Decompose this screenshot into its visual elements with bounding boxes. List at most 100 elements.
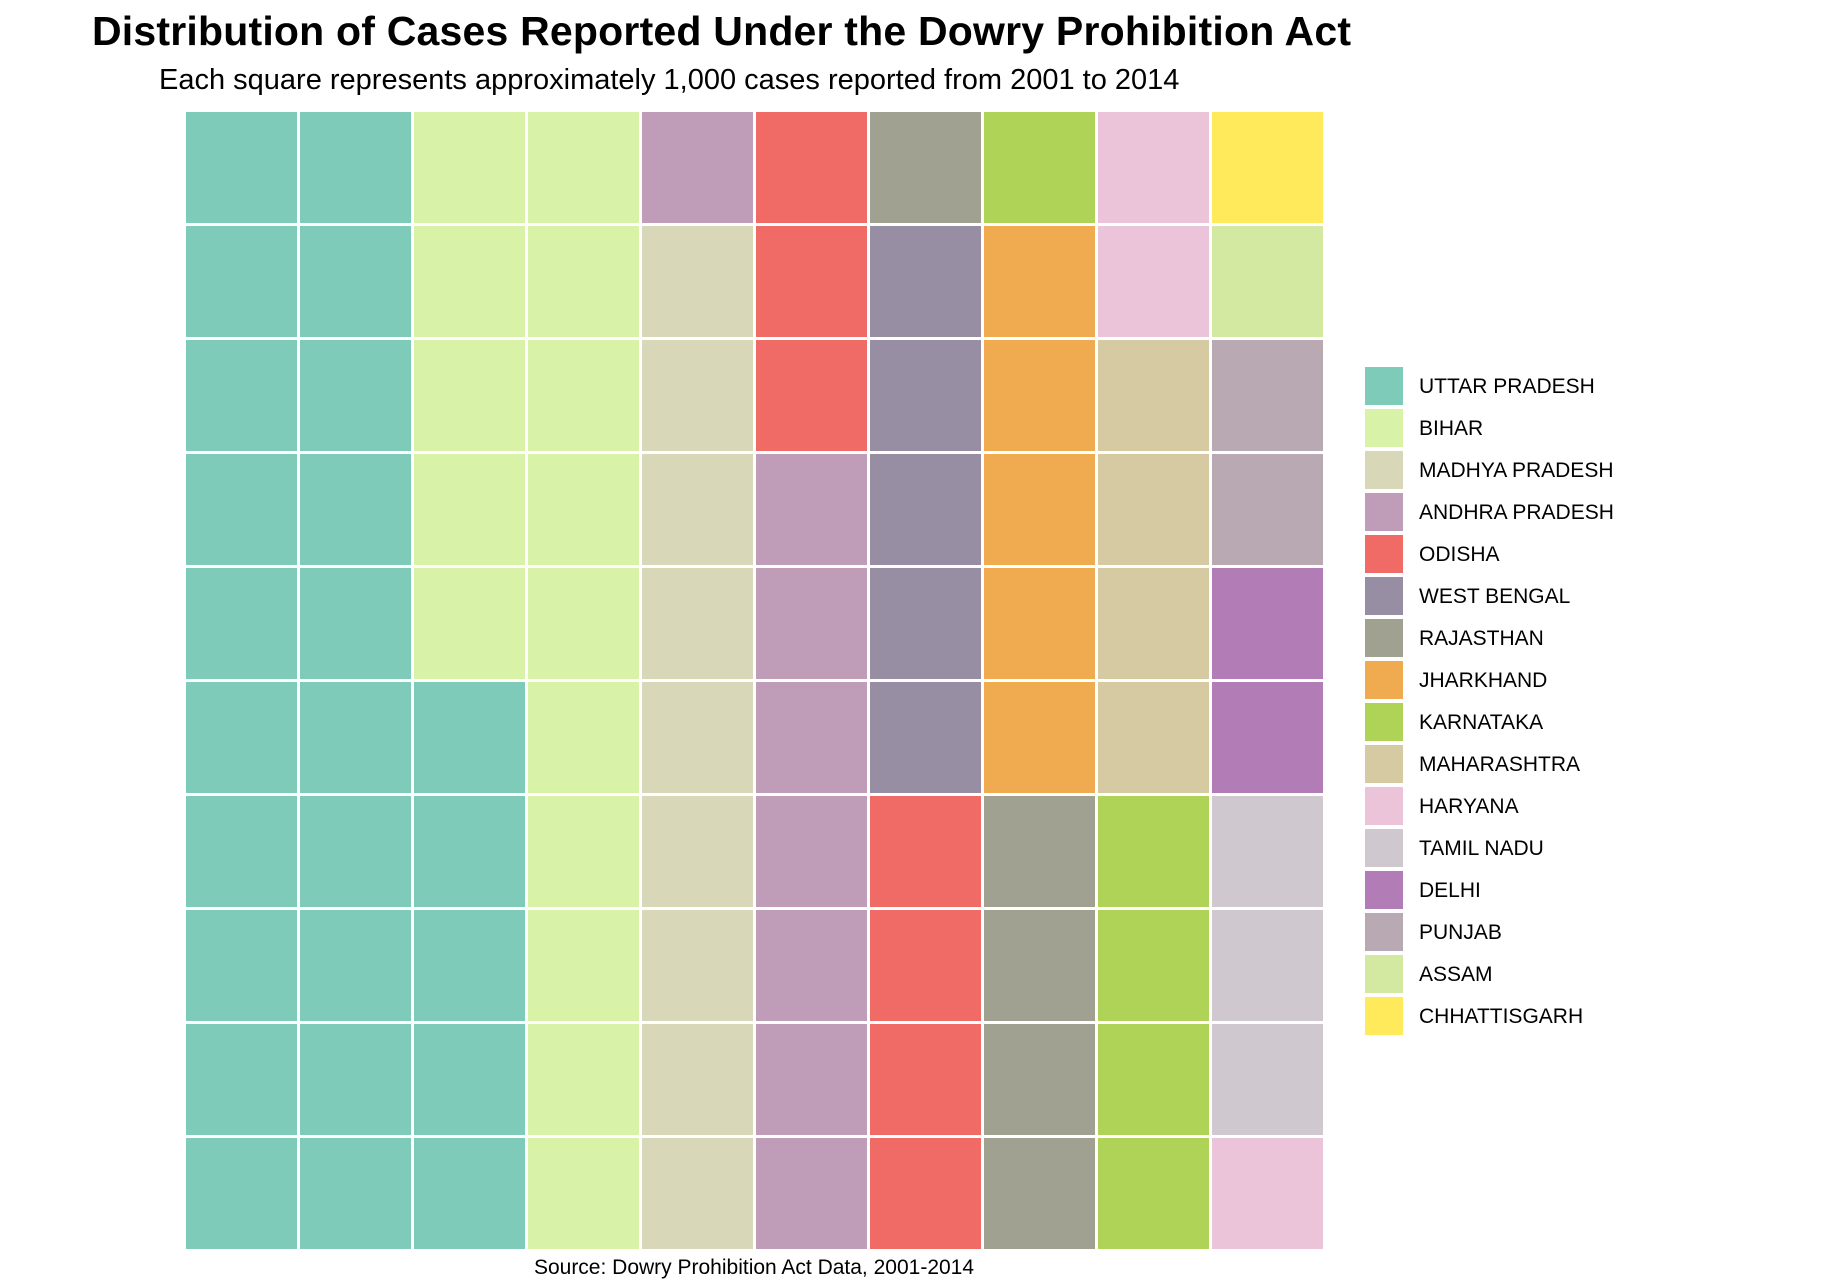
waffle-square-rajasthan: RAJASTHAN [984, 1138, 1095, 1249]
waffle-square-west-bengal: WEST BENGAL [870, 340, 981, 451]
waffle-square-uttar-pradesh: UTTAR PRADESH [186, 454, 297, 565]
waffle-square-delhi: DELHI [1212, 682, 1323, 793]
waffle-square-jharkhand: JHARKHAND [984, 340, 1095, 451]
legend-swatch [1365, 913, 1403, 951]
waffle-square-bihar: BIHAR [414, 112, 525, 223]
waffle-square-bihar: BIHAR [528, 910, 639, 1021]
waffle-square-odisha: ODISHA [756, 340, 867, 451]
waffle-square-uttar-pradesh: UTTAR PRADESH [300, 226, 411, 337]
waffle-square-west-bengal: WEST BENGAL [870, 682, 981, 793]
legend-label: WEST BENGAL [1419, 585, 1571, 608]
waffle-square-madhya-pradesh: MADHYA PRADESH [642, 340, 753, 451]
waffle-square-uttar-pradesh: UTTAR PRADESH [414, 910, 525, 1021]
waffle-square-bihar: BIHAR [528, 112, 639, 223]
waffle-square-west-bengal: WEST BENGAL [870, 454, 981, 565]
waffle-square-madhya-pradesh: MADHYA PRADESH [642, 454, 753, 565]
legend-swatch [1365, 703, 1403, 741]
waffle-square-bihar: BIHAR [528, 226, 639, 337]
waffle-square-uttar-pradesh: UTTAR PRADESH [186, 340, 297, 451]
legend-item: TAMIL NADU [1365, 828, 1665, 870]
waffle-square-odisha: ODISHA [870, 1138, 981, 1249]
legend-item: MADHYA PRADESH [1365, 450, 1665, 492]
waffle-square-bihar: BIHAR [414, 454, 525, 565]
waffle-square-delhi: DELHI [1212, 568, 1323, 679]
waffle-square-andhra-pradesh: ANDHRA PRADESH [756, 796, 867, 907]
waffle-square-tamil-nadu: TAMIL NADU [1212, 796, 1323, 907]
legend-swatch [1365, 829, 1403, 867]
legend-label: DELHI [1419, 879, 1481, 902]
waffle-square-jharkhand: JHARKHAND [984, 568, 1095, 679]
legend-item: PUNJAB [1365, 912, 1665, 954]
waffle-square-maharashtra: MAHARASHTRA [1098, 682, 1209, 793]
legend-item: WEST BENGAL [1365, 576, 1665, 618]
legend-label: KARNATAKA [1419, 711, 1544, 734]
waffle-square-uttar-pradesh: UTTAR PRADESH [300, 454, 411, 565]
waffle-square-madhya-pradesh: MADHYA PRADESH [642, 682, 753, 793]
chart-subtitle: Each square represents approximately 1,0… [159, 64, 1180, 96]
waffle-square-rajasthan: RAJASTHAN [984, 1024, 1095, 1135]
waffle-square-bihar: BIHAR [414, 568, 525, 679]
waffle-square-maharashtra: MAHARASHTRA [1098, 340, 1209, 451]
legend-label: ODISHA [1419, 543, 1500, 566]
waffle-square-bihar: BIHAR [414, 226, 525, 337]
legend-label: RAJASTHAN [1419, 627, 1544, 650]
waffle-square-jharkhand: JHARKHAND [984, 226, 1095, 337]
waffle-square-rajasthan: RAJASTHAN [984, 910, 1095, 1021]
waffle-square-punjab: PUNJAB [1212, 454, 1323, 565]
legend-label: CHHATTISGARH [1419, 1005, 1584, 1028]
waffle-square-uttar-pradesh: UTTAR PRADESH [300, 1138, 411, 1249]
waffle-square-uttar-pradesh: UTTAR PRADESH [186, 910, 297, 1021]
waffle-square-tamil-nadu: TAMIL NADU [1212, 1024, 1323, 1135]
waffle-square-uttar-pradesh: UTTAR PRADESH [186, 1024, 297, 1135]
legend-swatch [1365, 577, 1403, 615]
legend-swatch [1365, 661, 1403, 699]
legend-swatch [1365, 619, 1403, 657]
waffle-square-uttar-pradesh: UTTAR PRADESH [186, 226, 297, 337]
waffle-square-uttar-pradesh: UTTAR PRADESH [300, 1024, 411, 1135]
waffle-square-odisha: ODISHA [756, 112, 867, 223]
waffle-square-punjab: PUNJAB [1212, 340, 1323, 451]
waffle-square-odisha: ODISHA [870, 1024, 981, 1135]
waffle-square-karnataka: KARNATAKA [984, 112, 1095, 223]
legend-item: ASSAM [1365, 954, 1665, 996]
waffle-square-uttar-pradesh: UTTAR PRADESH [186, 568, 297, 679]
waffle-square-bihar: BIHAR [528, 568, 639, 679]
legend-label: ASSAM [1419, 963, 1493, 986]
waffle-square-uttar-pradesh: UTTAR PRADESH [300, 796, 411, 907]
legend-label: HARYANA [1419, 795, 1519, 818]
chart-caption: Source: Dowry Prohibition Act Data, 2001… [533, 1256, 975, 1279]
waffle-square-bihar: BIHAR [528, 796, 639, 907]
waffle-square-uttar-pradesh: UTTAR PRADESH [414, 682, 525, 793]
waffle-square-karnataka: KARNATAKA [1098, 910, 1209, 1021]
waffle-square-madhya-pradesh: MADHYA PRADESH [642, 1138, 753, 1249]
waffle-square-uttar-pradesh: UTTAR PRADESH [186, 682, 297, 793]
waffle-square-uttar-pradesh: UTTAR PRADESH [414, 796, 525, 907]
legend-swatch [1365, 871, 1403, 909]
waffle-square-chhattisgarh: CHHATTISGARH [1212, 112, 1323, 223]
waffle-square-odisha: ODISHA [756, 226, 867, 337]
legend-swatch [1365, 955, 1403, 993]
waffle-square-uttar-pradesh: UTTAR PRADESH [300, 910, 411, 1021]
waffle-square-west-bengal: WEST BENGAL [870, 568, 981, 679]
waffle-square-bihar: BIHAR [528, 340, 639, 451]
waffle-square-uttar-pradesh: UTTAR PRADESH [300, 568, 411, 679]
waffle-square-west-bengal: WEST BENGAL [870, 226, 981, 337]
legend-label: TAMIL NADU [1419, 837, 1544, 860]
legend-item: DELHI [1365, 870, 1665, 912]
legend-swatch [1365, 787, 1403, 825]
waffle-square-andhra-pradesh: ANDHRA PRADESH [756, 454, 867, 565]
legend-swatch [1365, 745, 1403, 783]
waffle-square-bihar: BIHAR [528, 1024, 639, 1135]
waffle-square-maharashtra: MAHARASHTRA [1098, 454, 1209, 565]
legend-item: BIHAR [1365, 408, 1665, 450]
waffle-square-haryana: HARYANA [1098, 112, 1209, 223]
waffle-square-uttar-pradesh: UTTAR PRADESH [186, 1138, 297, 1249]
waffle-square-madhya-pradesh: MADHYA PRADESH [642, 796, 753, 907]
waffle-square-rajasthan: RAJASTHAN [870, 112, 981, 223]
legend-swatch [1365, 409, 1403, 447]
waffle-square-uttar-pradesh: UTTAR PRADESH [414, 1024, 525, 1135]
waffle-square-madhya-pradesh: MADHYA PRADESH [642, 910, 753, 1021]
legend-item: MAHARASHTRA [1365, 744, 1665, 786]
waffle-square-andhra-pradesh: ANDHRA PRADESH [756, 1024, 867, 1135]
